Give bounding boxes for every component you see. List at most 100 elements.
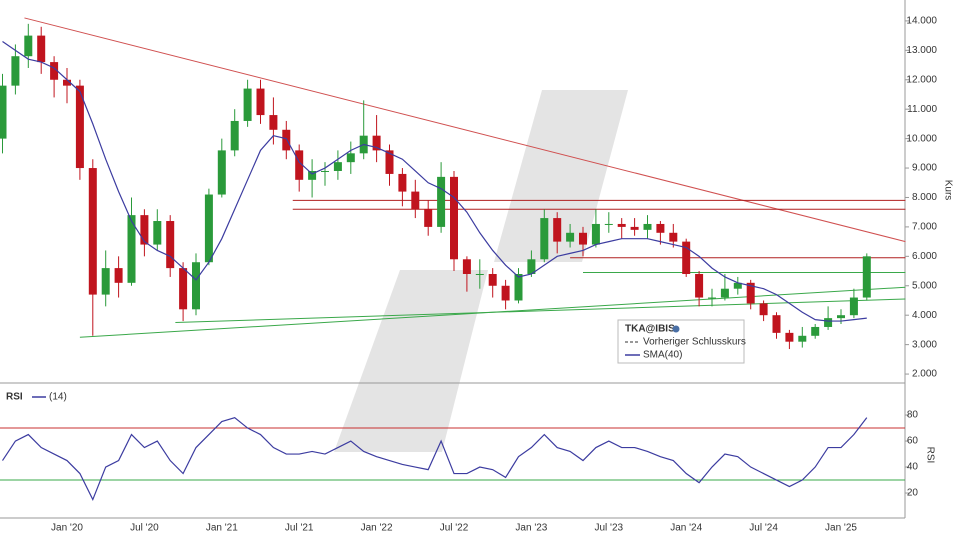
candle-body — [553, 218, 562, 242]
candle-body — [772, 315, 781, 333]
candle-body — [63, 79, 71, 86]
candle-body — [308, 170, 317, 180]
watermark — [334, 90, 628, 452]
candle-body — [11, 56, 20, 86]
x-tick-label: Jan '24 — [670, 523, 702, 534]
candle-body — [824, 318, 833, 327]
legend-title: TKA@IBIS — [625, 324, 675, 335]
candle-body — [849, 297, 858, 316]
candle-body — [501, 285, 510, 301]
candle-body — [437, 176, 446, 227]
candle-body — [217, 150, 226, 195]
candle-body — [630, 226, 639, 230]
candle-body — [372, 135, 381, 151]
candle-body — [24, 35, 33, 57]
candle-body — [192, 262, 200, 310]
candle-body — [243, 88, 252, 121]
y-tick-label: 7.000 — [912, 222, 937, 233]
candle-body — [153, 221, 162, 245]
candle-body — [798, 335, 807, 342]
series-line — [2, 41, 867, 322]
candle-body — [759, 303, 768, 316]
candle-body — [579, 232, 587, 245]
candle-body — [514, 273, 523, 301]
candle-body — [346, 153, 355, 163]
y-tick-label: 2.000 — [912, 369, 937, 380]
watermark-shape — [334, 270, 488, 452]
y-tick-label: 11.000 — [907, 104, 937, 115]
legend: TKA@IBIS Vorheriger Schlusskurs SMA(40) — [617, 319, 746, 364]
candle-body — [333, 162, 342, 171]
y-axis-title: Kurs — [942, 180, 953, 201]
candle-body — [811, 326, 820, 336]
candle-body — [862, 256, 871, 298]
candle-body — [837, 315, 845, 319]
candle-body — [321, 170, 329, 172]
x-tick-label: Jul '21 — [285, 523, 314, 534]
y-tick-label: 12.000 — [906, 74, 937, 85]
candle-body — [0, 85, 7, 139]
candle-body — [540, 218, 549, 260]
candle-body — [282, 129, 291, 151]
candle-body — [50, 62, 59, 80]
candle-body — [88, 168, 97, 295]
y-tick-label: 3.000 — [912, 339, 937, 350]
legend-box — [617, 319, 745, 364]
candle-body — [591, 223, 600, 245]
y-tick-label: 40 — [907, 462, 919, 473]
candle-body — [75, 85, 84, 169]
candle-body — [720, 288, 729, 298]
watermark-shape — [494, 90, 628, 262]
candle-body — [179, 268, 188, 310]
candle-body — [643, 223, 652, 230]
candle-body — [114, 268, 123, 283]
candle-body — [269, 115, 278, 130]
y-tick-label: 13.000 — [906, 45, 937, 56]
candle-body — [785, 332, 794, 342]
candle-body — [140, 215, 149, 245]
panel-title: RSI — [6, 392, 23, 403]
candle-body — [127, 215, 136, 283]
x-tick-label: Jan '20 — [51, 523, 83, 534]
y-tick-label: 14.000 — [906, 16, 937, 27]
x-tick-label: Jan '21 — [206, 523, 238, 534]
candle-body — [295, 150, 304, 180]
candle-body — [385, 150, 394, 174]
candle-body — [424, 209, 433, 227]
candle-body — [669, 232, 678, 242]
x-tick-label: Jul '20 — [130, 523, 159, 534]
y-tick-label: 6.000 — [912, 251, 937, 262]
y-tick-label: 80 — [907, 410, 919, 421]
x-tick-label: Jul '23 — [595, 523, 624, 534]
candle-body — [101, 268, 110, 295]
candle-body — [475, 273, 484, 275]
legend-icon — [672, 325, 680, 333]
y-axis-title: RSI — [924, 447, 935, 464]
candle-body — [708, 297, 716, 299]
candle-body — [488, 273, 497, 286]
legend-label: Vorheriger Schlusskurs — [643, 337, 746, 348]
candle-body — [566, 232, 575, 242]
trend-line — [175, 298, 906, 324]
x-tick-label: Jan '25 — [825, 523, 857, 534]
candle-body — [733, 282, 742, 289]
candle-body — [462, 259, 471, 274]
y-tick-label: 20 — [907, 488, 919, 499]
y-tick-label: 9.000 — [912, 163, 937, 174]
series-line — [1, 416, 868, 502]
candle-body — [411, 191, 420, 210]
x-tick-label: Jan '22 — [361, 523, 393, 534]
y-tick-label: 60 — [907, 436, 919, 447]
candle-body — [656, 223, 665, 233]
candle-body — [398, 173, 407, 192]
y-tick-label: 8.000 — [912, 192, 937, 203]
candle-body — [37, 35, 46, 63]
x-tick-label: Jul '22 — [440, 523, 469, 534]
candle-body — [166, 221, 175, 269]
candle-body — [204, 194, 213, 263]
legend-label: SMA(40) — [643, 350, 682, 361]
candle-body — [230, 120, 239, 151]
y-tick-label: 4.000 — [912, 310, 937, 321]
candle-body — [256, 88, 265, 116]
